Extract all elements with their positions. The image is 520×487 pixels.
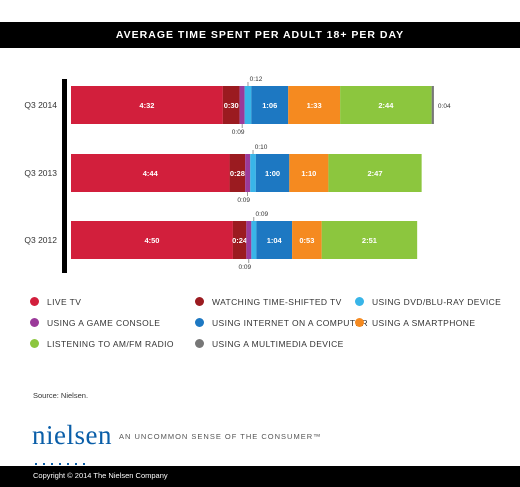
game-console-swatch-icon xyxy=(30,318,39,328)
smartphone-swatch-icon xyxy=(355,318,364,328)
data-label: 0:09 xyxy=(237,197,250,204)
legend-item-smartphone: USING A SMARTPHONE xyxy=(355,317,475,328)
bar-segment xyxy=(288,86,341,124)
legend-item-game-console: USING A GAME CONSOLE xyxy=(30,317,160,328)
internet-computer-swatch-icon xyxy=(195,318,204,328)
data-label: 1:33 xyxy=(307,101,322,110)
bar-segment xyxy=(251,221,257,259)
data-label: 4:32 xyxy=(139,101,154,110)
data-label: 2:44 xyxy=(378,101,394,110)
bar-segment xyxy=(292,221,322,259)
copyright-text: Copyright © 2014 The Nielsen Company xyxy=(33,471,168,480)
bar-segment xyxy=(71,154,230,192)
bar-segment xyxy=(239,86,245,124)
time-shifted-tv-swatch-icon xyxy=(195,297,204,307)
brand-tagline: AN UNCOMMON SENSE OF THE CONSUMER™ xyxy=(119,432,322,441)
data-label: 0:09 xyxy=(238,264,251,271)
data-label: 1:06 xyxy=(262,101,277,110)
data-label: 2:47 xyxy=(368,169,383,178)
multimedia-device-swatch-icon xyxy=(195,339,204,349)
legend-item-am-fm-radio: LISTENING TO AM/FM RADIO xyxy=(30,338,174,349)
category-label: Q3 2014 xyxy=(24,100,57,110)
data-label: 2:51 xyxy=(362,236,377,245)
bar-segment xyxy=(244,86,252,124)
stacked-bar-chart: Q3 2014 4:32 0:30 0:09 0:12 1:06 1:33 2:44 0:04 Q… xyxy=(24,76,451,273)
bar-segment xyxy=(232,221,247,259)
data-label: 4:44 xyxy=(143,169,159,178)
logo-dots-icon xyxy=(35,452,91,470)
bar-segment xyxy=(245,154,251,192)
data-label: 0:10 xyxy=(255,144,268,151)
footer: Copyright © 2014 The Nielsen Company xyxy=(0,466,520,487)
bar-segment xyxy=(340,86,432,124)
source-note: Source: Nielsen. xyxy=(33,391,89,400)
bar-segment xyxy=(246,221,252,259)
data-label: 0:04 xyxy=(438,103,451,110)
bar-segment xyxy=(289,154,329,192)
bar-segment xyxy=(431,86,434,124)
data-label: 0:09 xyxy=(256,211,269,218)
dvd-bluray-swatch-icon xyxy=(355,297,364,307)
legend-item-multimedia-device: USING A MULTIMEDIA DEVICE xyxy=(195,338,344,349)
data-label: 0:30 xyxy=(224,101,239,110)
bar-segment xyxy=(250,154,256,192)
data-label: 0:28 xyxy=(230,169,245,178)
bar-segment xyxy=(222,86,240,124)
data-label: 1:00 xyxy=(265,169,280,178)
bar-segment xyxy=(256,221,293,259)
baseline-axis xyxy=(62,79,67,273)
category-label: Q3 2012 xyxy=(24,235,57,245)
bar-segment xyxy=(255,154,290,192)
data-label: 1:10 xyxy=(301,169,316,178)
bar-segment xyxy=(71,86,223,124)
legend-item-live-tv: LIVE TV xyxy=(30,296,81,307)
legend-item-dvd-bluray: USING DVD/BLU-RAY DEVICE xyxy=(355,296,501,307)
data-label: 1:04 xyxy=(267,236,283,245)
data-label: 0:53 xyxy=(299,236,314,245)
am-fm-radio-swatch-icon xyxy=(30,339,39,349)
legend-item-internet-computer: USING INTERNET ON A COMPUTER xyxy=(195,317,368,328)
bar-segment xyxy=(251,86,289,124)
category-label: Q3 2013 xyxy=(24,168,57,178)
bar-segment xyxy=(229,154,246,192)
data-label: 0:12 xyxy=(250,76,263,83)
chart-title: AVERAGE TIME SPENT PER ADULT 18+ PER DAY xyxy=(0,22,520,48)
nielsen-logo: nielsen xyxy=(32,420,112,450)
live-tv-swatch-icon xyxy=(30,297,39,307)
data-label: 0:09 xyxy=(232,129,245,136)
bar-segment xyxy=(71,221,233,259)
data-label: 4:50 xyxy=(144,236,159,245)
bar-segment xyxy=(328,154,422,192)
bar-segment xyxy=(321,221,418,259)
brand-row: nielsen AN UNCOMMON SENSE OF THE CONSUME… xyxy=(32,420,512,465)
legend-item-time-shifted-tv: WATCHING TIME-SHIFTED TV xyxy=(195,296,342,307)
data-label: 0:24 xyxy=(232,236,248,245)
